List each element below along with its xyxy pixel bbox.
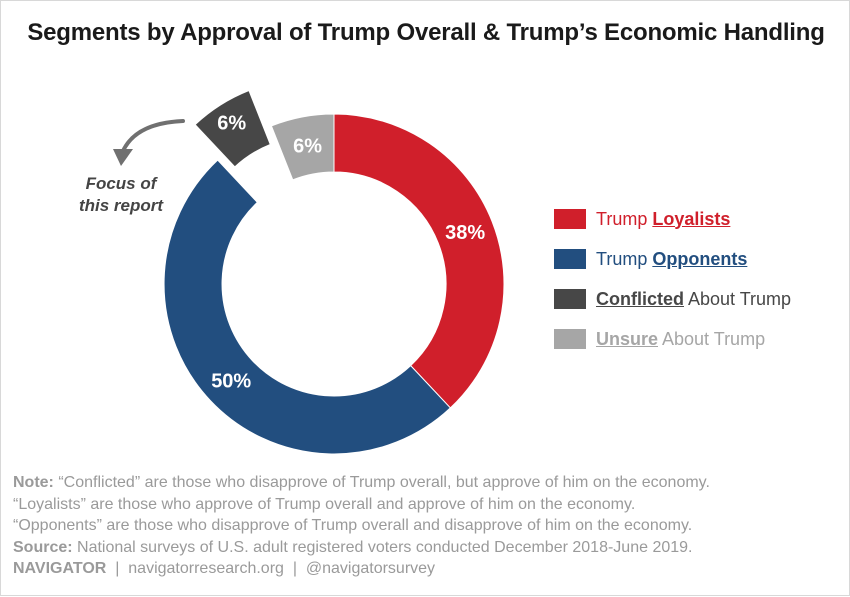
- legend-label: Conflicted About Trump: [596, 289, 791, 310]
- note-text-1: “Conflicted” are those who disapprove of…: [53, 474, 710, 491]
- note-line-1: Note: “Conflicted” are those who disappr…: [13, 472, 843, 494]
- legend-label-prefix: Trump: [596, 248, 653, 269]
- legend-label-prefix: Trump: [596, 208, 653, 229]
- legend-label: Trump Opponents: [596, 249, 747, 270]
- legend-swatch: [554, 289, 586, 309]
- legend-label-emphasis: Unsure: [596, 328, 659, 349]
- chart-title: Segments by Approval of Trump Overall & …: [27, 19, 825, 46]
- focus-arrow: [113, 119, 185, 166]
- note-line-3: “Opponents” are those who disapprove of …: [13, 517, 693, 534]
- legend-item-unsure: Unsure About Trump: [554, 328, 791, 350]
- focus-annotation: Focus of this report: [61, 173, 181, 217]
- donut-slice-unsure-about-trump: [270, 113, 335, 181]
- focus-arrow-curve: [121, 119, 185, 153]
- legend-swatch: [554, 249, 586, 269]
- source-label: Source:: [13, 538, 73, 556]
- legend-label-suffix: About Trump: [658, 328, 766, 349]
- focus-annotation-line1: Focus of: [85, 174, 157, 193]
- footer: NAVIGATOR | navigatorresearch.org | @nav…: [13, 558, 843, 580]
- legend-item-conflicted: Conflicted About Trump: [554, 288, 791, 310]
- notes-block: Note: “Conflicted” are those who disappr…: [13, 472, 843, 580]
- note-label: Note:: [13, 474, 54, 491]
- footer-separator-2: |: [283, 560, 306, 577]
- legend-label-emphasis: Opponents: [652, 248, 748, 269]
- source-text: National surveys of U.S. adult registere…: [72, 538, 693, 556]
- legend-item-opponents: Trump Opponents: [554, 248, 791, 270]
- legend-label-suffix: About Trump: [684, 288, 792, 309]
- legend-label-emphasis: Loyalists: [652, 208, 731, 229]
- donut-slice-conflicted-about-trump: [194, 89, 271, 168]
- legend-swatch: [554, 329, 586, 349]
- note-line-2: “Loyalists” are those who approve of Tru…: [13, 495, 636, 513]
- focus-annotation-line2: this report: [78, 196, 164, 215]
- slice-label-conflicted-about-trump: 6%: [217, 113, 246, 135]
- source-line: Source: National surveys of U.S. adult r…: [13, 537, 843, 559]
- legend-label: Unsure About Trump: [596, 329, 765, 350]
- slice-label-trump-opponents: 50%: [211, 371, 251, 393]
- legend: Trump Loyalists Trump Opponents Conflicted…: [554, 208, 791, 368]
- slice-labels: 38% 50% 6% 6%: [211, 113, 485, 393]
- footer-brand: NAVIGATOR: [13, 560, 107, 577]
- footer-separator-1: |: [106, 560, 129, 577]
- legend-swatch: [554, 209, 586, 229]
- legend-label-emphasis: Conflicted: [596, 288, 684, 309]
- focus-arrow-head: [113, 149, 133, 166]
- slice-label-trump-loyalists: 38%: [445, 222, 485, 244]
- legend-item-loyalists: Trump Loyalists: [554, 208, 791, 230]
- footer-website-link[interactable]: navigatorresearch.org: [128, 560, 284, 577]
- legend-label: Trump Loyalists: [596, 209, 730, 230]
- footer-social-handle[interactable]: @navigatorsurvey: [305, 560, 436, 577]
- slice-label-unsure-about-trump: 6%: [293, 135, 322, 157]
- donut-slice-trump-loyalists: [333, 113, 505, 409]
- donut-slices: [163, 89, 505, 455]
- donut-slice-trump-opponents: [163, 159, 452, 455]
